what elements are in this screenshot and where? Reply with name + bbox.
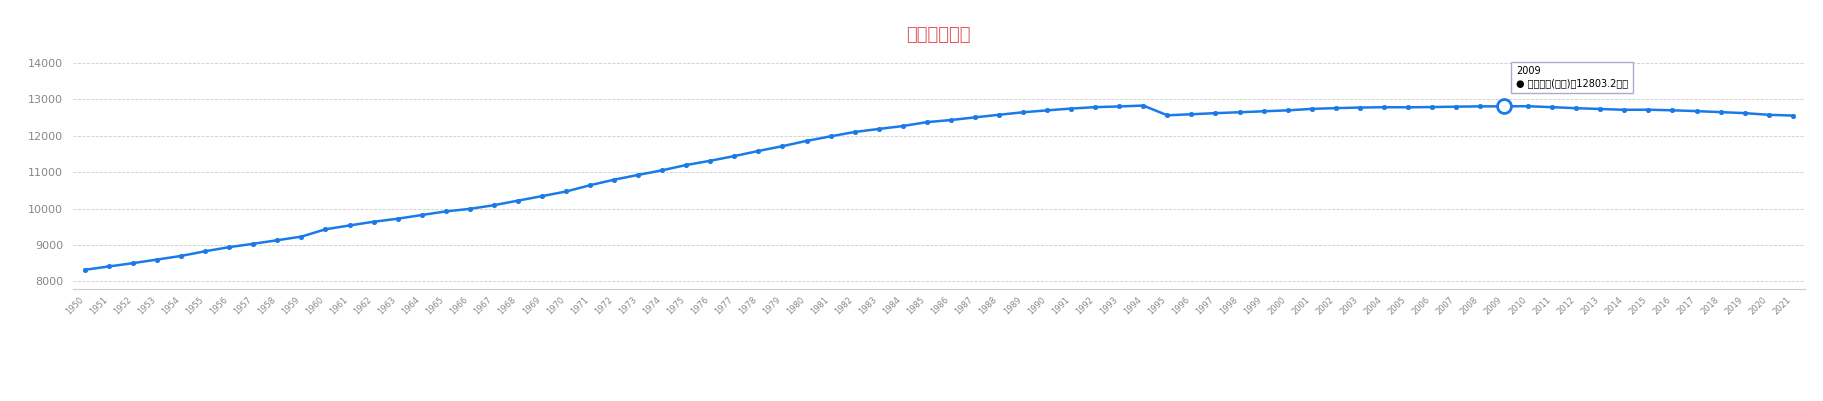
Text: 2009
● 人口总数(万人)：12803.2万人: 2009 ● 人口总数(万人)：12803.2万人	[1517, 67, 1628, 88]
Legend: 人口总数(万人): 人口总数(万人)	[895, 400, 983, 401]
Title: 日本人口曲线: 日本人口曲线	[906, 26, 972, 44]
